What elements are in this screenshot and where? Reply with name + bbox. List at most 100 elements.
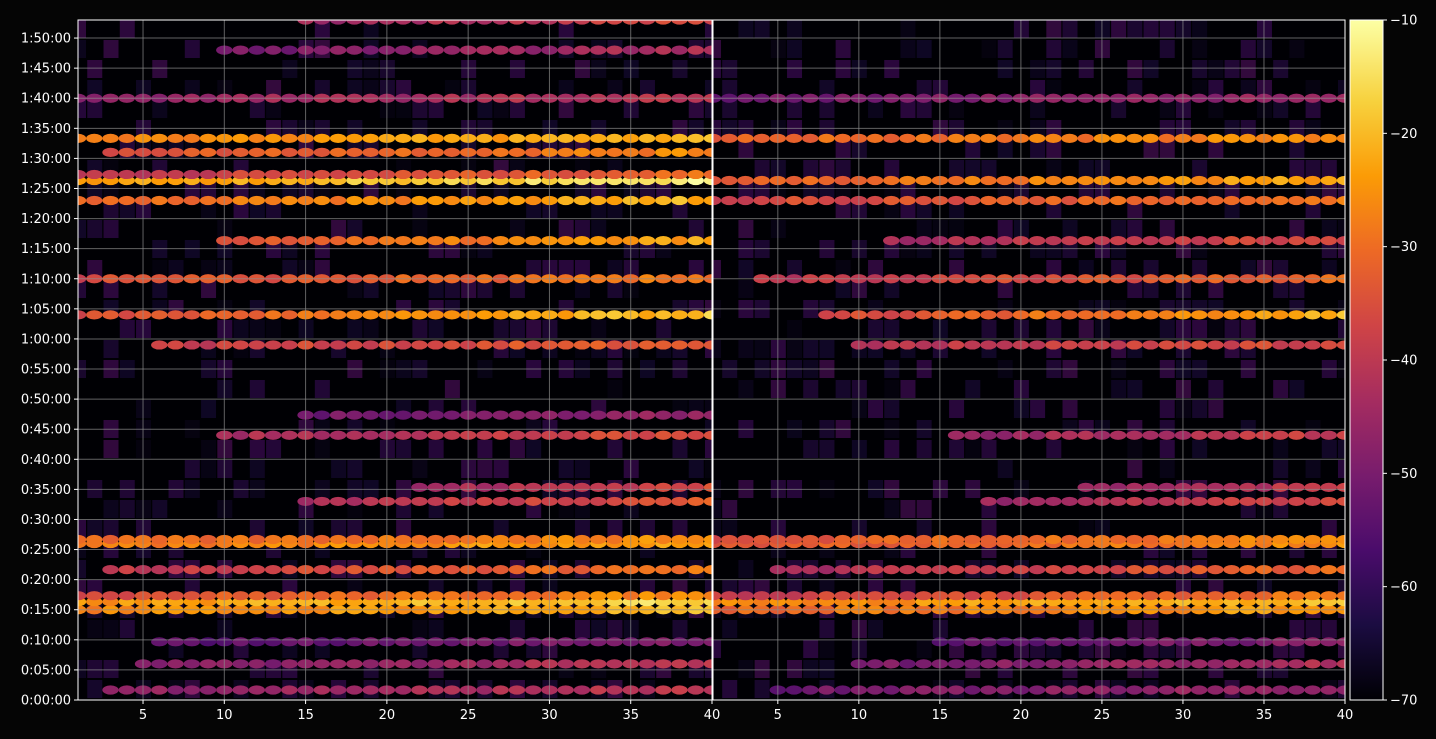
- heatmap-cell: [183, 195, 200, 206]
- heatmap-cell: [557, 496, 574, 507]
- heatmap-cell: [199, 534, 217, 545]
- heatmap-cell: [102, 195, 119, 206]
- background-cell: [754, 20, 770, 38]
- heatmap-cell: [1271, 637, 1289, 647]
- heatmap-cell: [606, 565, 623, 575]
- background-cell: [1273, 440, 1289, 458]
- heatmap-cell: [1045, 685, 1062, 695]
- heatmap-cell: [281, 565, 298, 575]
- heatmap-cell: [427, 133, 444, 143]
- background-cell: [997, 40, 1013, 58]
- heatmap-cell: [964, 175, 981, 186]
- heatmap-cell: [573, 430, 591, 440]
- heatmap-cell: [590, 496, 607, 507]
- background-cell: [713, 520, 721, 538]
- heatmap-cell: [1320, 534, 1337, 545]
- heatmap-cell: [557, 534, 574, 545]
- heatmap-cell: [151, 685, 168, 695]
- heatmap-cell: [671, 565, 688, 575]
- heatmap-cell: [1239, 133, 1256, 143]
- background-cell: [607, 380, 623, 398]
- heatmap-cell: [785, 133, 803, 143]
- heatmap-cell: [1271, 195, 1289, 206]
- heatmap-cell: [394, 565, 412, 575]
- heatmap-cell: [1061, 133, 1078, 143]
- background-cell: [916, 220, 932, 238]
- background-cell: [347, 460, 363, 478]
- background-cell: [738, 260, 754, 278]
- background-cell: [1289, 280, 1305, 298]
- background-cell: [1240, 60, 1256, 78]
- heatmap-cell: [476, 45, 493, 55]
- heatmap-cell: [492, 236, 509, 246]
- heatmap-cell: [687, 637, 704, 647]
- background-cell: [119, 620, 135, 638]
- heatmap-cell: [573, 591, 591, 601]
- heatmap-cell: [443, 591, 461, 601]
- heatmap-cell: [1142, 340, 1159, 350]
- heatmap-cell: [1142, 133, 1159, 143]
- heatmap-cell: [947, 659, 965, 669]
- heatmap-cell: [329, 496, 347, 507]
- heatmap-cell: [183, 591, 200, 601]
- background-cell: [722, 100, 738, 118]
- heatmap-cell: [671, 195, 688, 206]
- heatmap-cell: [443, 310, 461, 320]
- heatmap-cell: [1077, 133, 1094, 143]
- heatmap-cell: [557, 236, 574, 246]
- heatmap-cell: [102, 685, 119, 695]
- heatmap-cell: [964, 340, 981, 350]
- heatmap-cell: [102, 147, 119, 157]
- y-tick-label: 0:10:00: [21, 633, 71, 648]
- heatmap-cell: [655, 430, 672, 440]
- background-cell: [1143, 20, 1159, 38]
- heatmap-cell: [721, 591, 738, 601]
- heatmap-cell: [492, 534, 509, 545]
- heatmap-cell: [883, 133, 900, 143]
- heatmap-cell: [362, 591, 379, 601]
- heatmap-cell: [655, 591, 672, 601]
- background-cell: [1208, 400, 1224, 418]
- heatmap-cell: [524, 133, 542, 143]
- heatmap-cell: [362, 20, 379, 25]
- heatmap-cell: [102, 310, 119, 320]
- x-axis-right: 5 10 15 20 25 30 35 40: [774, 700, 1353, 723]
- background-cell: [396, 440, 412, 458]
- background-cell: [738, 140, 754, 158]
- heatmap-cell: [883, 685, 900, 695]
- heatmap-cell: [411, 340, 428, 350]
- heatmap-cell: [492, 659, 509, 669]
- heatmap-cell: [248, 45, 266, 55]
- heatmap-cell: [167, 565, 184, 575]
- background-cell: [997, 120, 1013, 138]
- background-cell: [713, 120, 721, 138]
- heatmap-cell: [590, 20, 607, 25]
- heatmap-cell: [1239, 685, 1256, 695]
- heatmap-cell: [313, 430, 331, 440]
- heatmap-cell: [508, 659, 526, 669]
- background-cell: [347, 60, 363, 78]
- heatmap-cell: [1028, 496, 1046, 507]
- background-cell: [835, 260, 851, 278]
- heatmap-cell: [1288, 175, 1305, 186]
- heatmap-cell: [980, 175, 997, 186]
- heatmap-cell: [524, 310, 542, 320]
- heatmap-cell: [78, 591, 87, 601]
- heatmap-cell: [1239, 591, 1256, 601]
- background-cell: [1030, 60, 1046, 78]
- heatmap-cell: [1190, 310, 1208, 320]
- y-tick-label: 1:10:00: [21, 272, 71, 287]
- background-cell: [1338, 640, 1345, 658]
- heatmap-cell: [606, 133, 623, 143]
- heatmap-cell: [1336, 195, 1345, 206]
- heatmap-cell: [1207, 175, 1224, 186]
- heatmap-cell: [248, 195, 266, 206]
- heatmap-cell: [411, 482, 428, 492]
- heatmap-cell: [1077, 534, 1094, 545]
- heatmap-cell: [899, 340, 916, 350]
- heatmap-cell: [638, 430, 656, 440]
- heatmap-cell: [508, 195, 526, 206]
- heatmap-cell: [508, 20, 526, 25]
- colorbar-gradient: [1349, 19, 1384, 701]
- heatmap-cell: [964, 591, 981, 601]
